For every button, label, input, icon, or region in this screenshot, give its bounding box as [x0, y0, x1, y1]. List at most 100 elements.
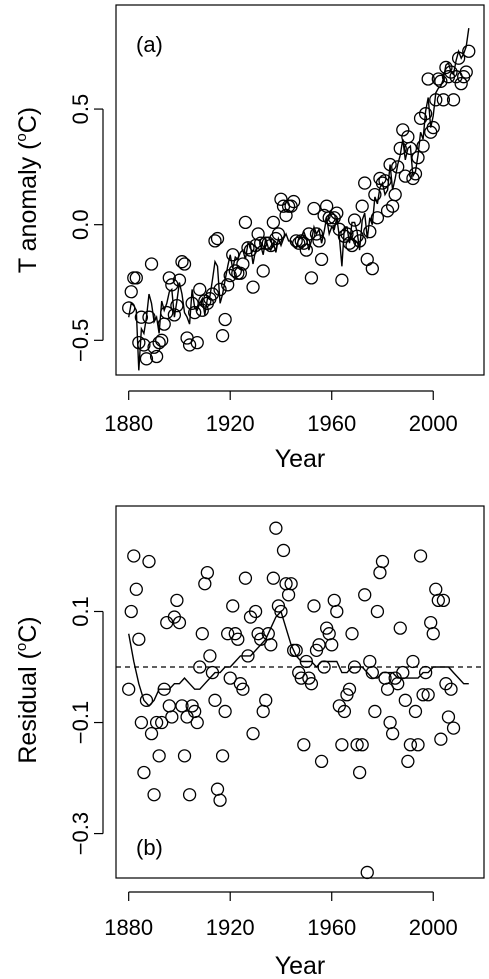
data-point [309, 227, 324, 241]
panel-a-trend-line [128, 28, 470, 371]
data-point [426, 627, 440, 641]
data-point [347, 213, 362, 227]
data-point [203, 649, 217, 663]
x-tick-label: 1960 [307, 915, 356, 940]
data-point [312, 234, 326, 248]
data-point [144, 257, 159, 271]
data-point [424, 615, 438, 630]
data-point [330, 604, 344, 619]
data-point [350, 738, 364, 752]
data-point [441, 710, 456, 724]
data-point [134, 715, 149, 730]
data-point [248, 604, 263, 619]
panel-a-y-axis-label-text: T anomaly ( [14, 141, 42, 273]
data-point [129, 582, 143, 596]
panel-a-points [122, 44, 476, 366]
data-point [385, 726, 400, 741]
data-point [360, 865, 374, 880]
data-point [393, 621, 407, 635]
data-point [167, 308, 182, 322]
data-point [127, 271, 141, 285]
data-point [170, 593, 184, 608]
data-point [424, 125, 438, 139]
panel-b: 1880 1920 1960 2000 −0.3 −0.1 0.1 (b) Year Re… [13, 505, 485, 979]
data-point [403, 738, 418, 752]
data-point [152, 335, 166, 350]
data-point [182, 788, 197, 802]
x-tick-label: 1920 [206, 411, 255, 436]
data-point [122, 301, 136, 315]
data-point [172, 615, 187, 630]
data-point [132, 632, 146, 646]
data-point [238, 571, 253, 585]
data-point [436, 93, 451, 107]
data-point [198, 577, 212, 591]
data-point [391, 160, 405, 174]
panel-a-y-axis-label-unit: C) [14, 107, 42, 133]
panel-b-points [122, 521, 461, 880]
data-point [401, 754, 415, 769]
data-point [226, 248, 240, 262]
data-point [155, 715, 169, 730]
data-point [365, 261, 379, 276]
data-point [345, 627, 359, 641]
data-point [236, 682, 250, 696]
data-point [241, 241, 255, 255]
panel-b-y-axis-label: Residual (oC) [13, 616, 42, 763]
panel-a-x-axis: 1880 1920 1960 2000 [104, 390, 458, 436]
data-point [134, 310, 149, 324]
data-point [434, 732, 448, 746]
data-point [175, 255, 189, 269]
x-tick-label: 2000 [409, 915, 458, 940]
data-point [307, 201, 321, 216]
data-point [259, 693, 273, 707]
data-point [274, 192, 288, 206]
data-point [312, 638, 326, 652]
data-point [208, 234, 222, 248]
x-tick-label: 1880 [104, 915, 153, 940]
data-point [139, 693, 154, 707]
data-point [431, 593, 445, 608]
data-point [454, 76, 468, 91]
data-point [281, 588, 296, 602]
data-point [175, 699, 189, 713]
data-point [142, 310, 156, 324]
data-point [385, 199, 400, 213]
data-point [149, 349, 164, 364]
y-tick-label: −0.1 [68, 701, 93, 744]
data-point [325, 638, 339, 652]
y-tick-label: −0.3 [68, 812, 93, 855]
data-point [436, 593, 451, 608]
y-tick-label: 0.1 [68, 596, 93, 627]
data-point [398, 693, 412, 707]
data-point [358, 176, 372, 190]
data-point [147, 340, 161, 354]
data-point [287, 194, 301, 209]
data-point [182, 338, 197, 352]
data-point [444, 682, 458, 696]
data-point [355, 199, 369, 213]
data-point [299, 243, 313, 257]
panel-b-plot-frame [115, 505, 485, 879]
panel-b-x-axis-label: Year [275, 952, 326, 979]
panel-a-y-axis-label-superscript: o [13, 133, 30, 141]
data-point [337, 704, 352, 719]
panel-b-y-axis: −0.3 −0.1 0.1 [68, 596, 104, 855]
data-point [360, 252, 374, 267]
x-tick-label: 1880 [104, 411, 153, 436]
data-point [147, 788, 161, 802]
panel-a: 1880 1920 1960 2000 −0.5 0.0 0.5 (a) Year T a… [13, 4, 485, 473]
data-point [421, 688, 435, 702]
data-point [223, 671, 237, 685]
data-point [358, 588, 372, 602]
data-point [297, 738, 311, 752]
x-tick-label: 2000 [409, 411, 458, 436]
data-point [208, 693, 222, 707]
data-point [162, 271, 176, 285]
panel-a-label: (a) [136, 32, 163, 57]
data-point [398, 169, 412, 183]
data-point [266, 215, 281, 230]
data-point [411, 738, 425, 752]
data-point [314, 754, 329, 769]
data-point [210, 231, 225, 246]
